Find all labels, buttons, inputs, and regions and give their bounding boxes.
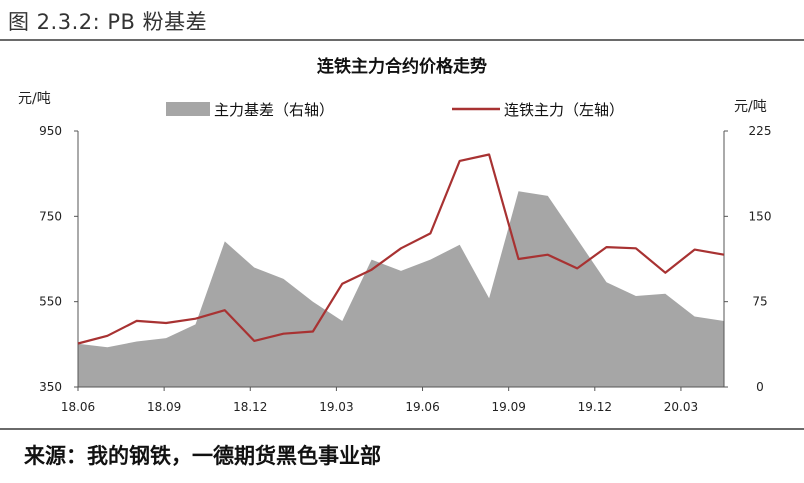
- x-tick-label: 18.09: [147, 400, 181, 414]
- right-tick-label: 225: [749, 124, 772, 138]
- source-note: 来源：我的钢铁，一德期货黑色事业部: [24, 444, 381, 468]
- x-tick-label: 18.06: [61, 400, 95, 414]
- left-tick-label: 350: [39, 380, 62, 394]
- x-tick-label: 20.03: [664, 400, 698, 414]
- chart-title: 连铁主力合约价格走势: [317, 56, 487, 77]
- legend: 主力基差（右轴） 连铁主力（左轴）: [166, 101, 624, 119]
- x-tick-label: 19.06: [405, 400, 439, 414]
- legend-label-basis: 主力基差（右轴）: [214, 101, 334, 119]
- plot-area: 350 550 750 950 0 75 150 225 18.06 18.09 18.12 19.0…: [39, 124, 771, 414]
- right-axis-unit: 元/吨: [734, 99, 767, 115]
- right-tick-label: 75: [752, 295, 767, 309]
- x-tick-label: 18.12: [233, 400, 267, 414]
- figure-caption: 图 2.3.2: PB 粉基差: [8, 10, 208, 34]
- right-tick-label: 0: [756, 380, 764, 394]
- x-tick-label: 19.09: [491, 400, 525, 414]
- x-tick-label: 19.03: [319, 400, 353, 414]
- top-rule: [0, 39, 804, 41]
- left-tick-label: 750: [39, 209, 62, 223]
- left-tick-label: 950: [39, 124, 62, 138]
- left-tick-label: 550: [39, 295, 62, 309]
- bottom-rule: [0, 428, 804, 430]
- legend-label-price: 连铁主力（左轴）: [504, 101, 624, 119]
- chart: 连铁主力合约价格走势 元/吨 元/吨 主力基差（右轴） 连铁主力（左轴） 350…: [18, 56, 771, 414]
- basis-area-series: [78, 191, 724, 387]
- price-line-series: [77, 153, 725, 345]
- x-tick-label: 19.12: [578, 400, 612, 414]
- legend-swatch-basis: [166, 102, 210, 116]
- left-axis-unit: 元/吨: [18, 91, 51, 107]
- right-tick-label: 150: [749, 209, 772, 223]
